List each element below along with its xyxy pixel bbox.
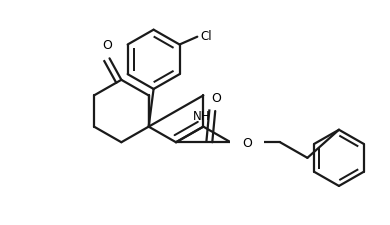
Text: CH₃: CH₃ bbox=[234, 146, 255, 156]
Text: Cl: Cl bbox=[200, 30, 212, 43]
Text: O: O bbox=[242, 136, 252, 149]
Text: NH: NH bbox=[193, 110, 210, 123]
Text: O: O bbox=[211, 92, 221, 105]
Text: O: O bbox=[103, 38, 112, 51]
